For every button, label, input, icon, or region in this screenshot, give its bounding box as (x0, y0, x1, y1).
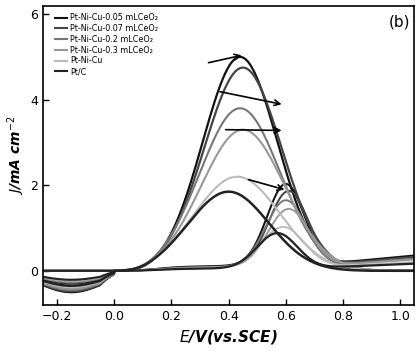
Text: (b): (b) (388, 14, 410, 30)
Legend: Pt-Ni-Cu-0.05 mLCeO₂, Pt-Ni-Cu-0.07 mLCeO₂, Pt-Ni-Cu-0.2 mLCeO₂, Pt-Ni-Cu-0.3 mL: Pt-Ni-Cu-0.05 mLCeO₂, Pt-Ni-Cu-0.07 mLCe… (54, 13, 159, 77)
X-axis label: $E$/V(vs.SCE): $E$/V(vs.SCE) (179, 328, 278, 346)
Y-axis label: $J$/mA cm$^{-2}$: $J$/mA cm$^{-2}$ (5, 115, 27, 195)
